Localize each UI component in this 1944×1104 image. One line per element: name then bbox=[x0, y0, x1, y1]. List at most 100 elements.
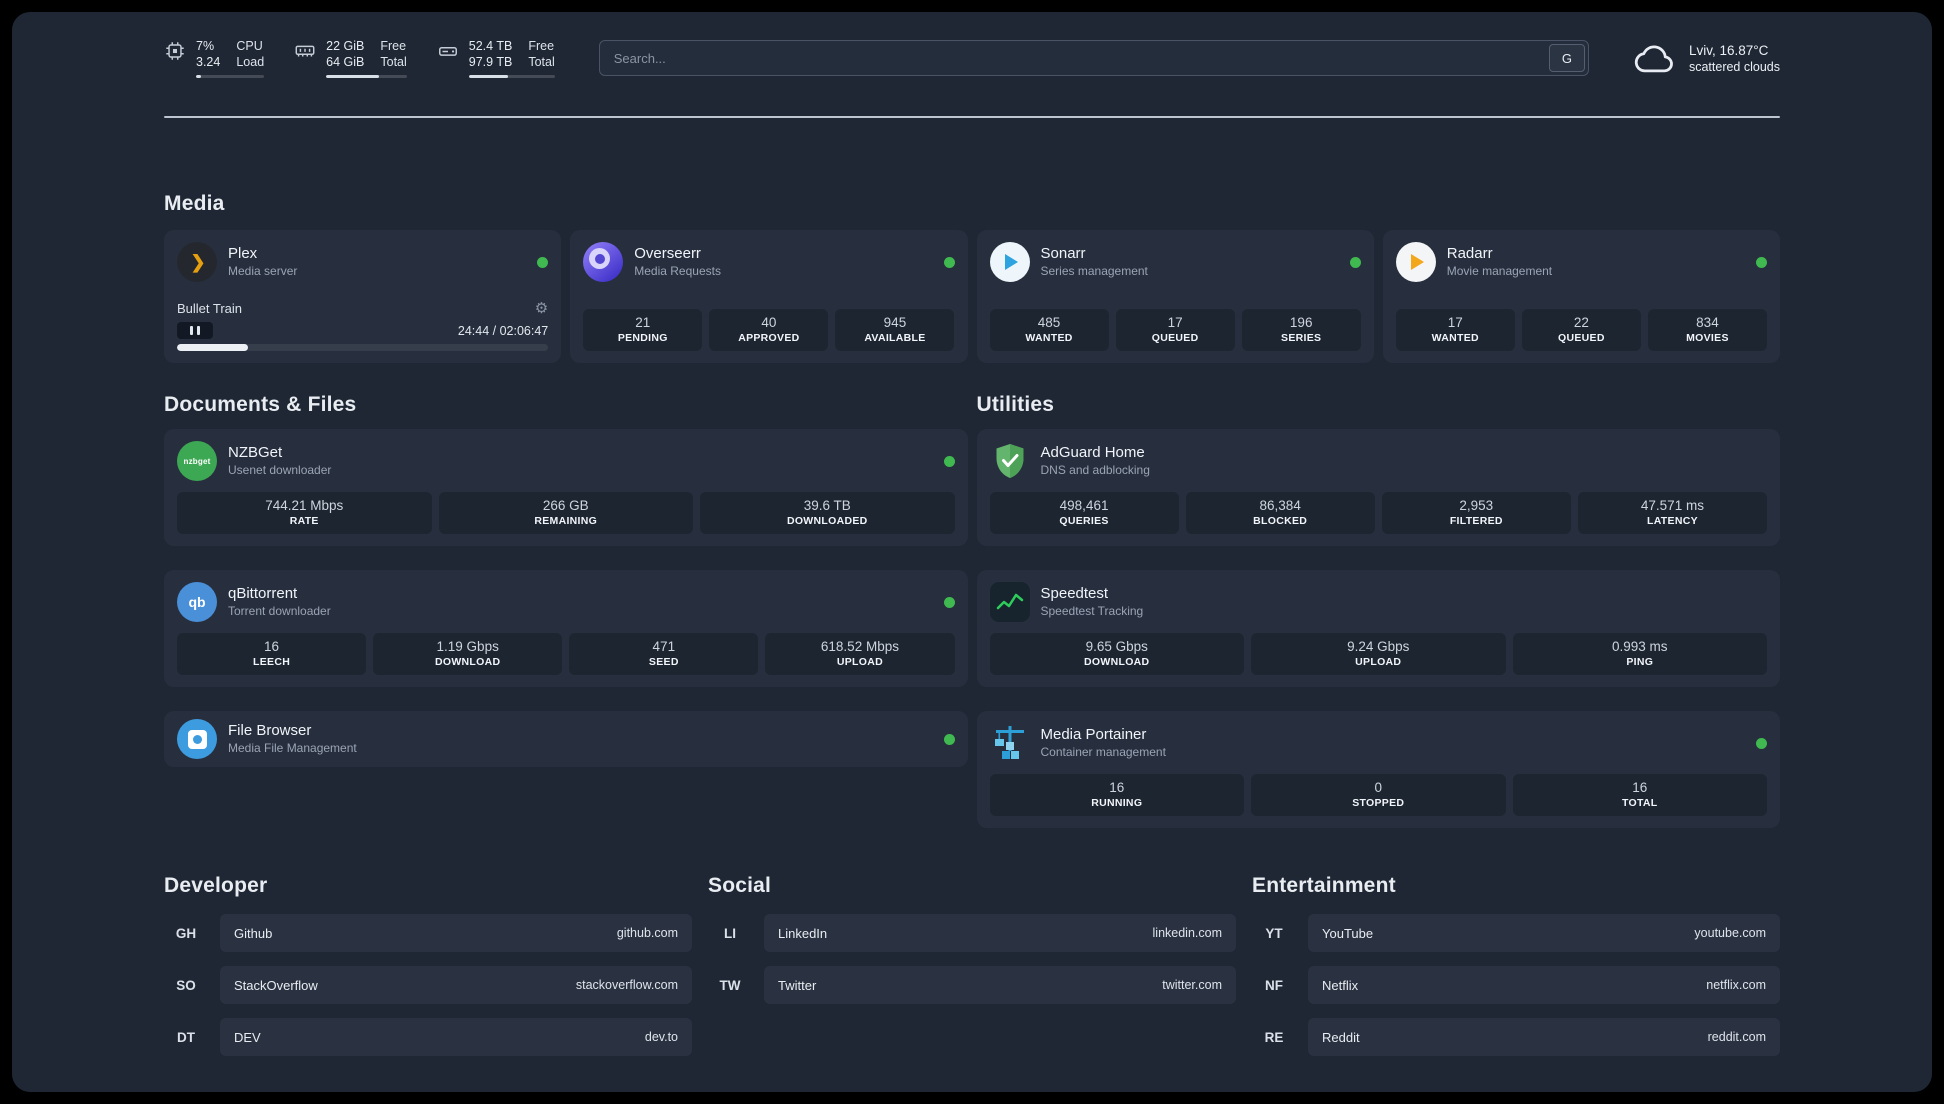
bookmark-row[interactable]: LI LinkedIn linkedin.com bbox=[708, 914, 1236, 952]
filebrowser-card[interactable]: File Browser Media File Management bbox=[164, 711, 968, 767]
stat-value: 834 bbox=[1696, 315, 1719, 330]
cpu-load-value: 3.24 bbox=[196, 55, 221, 69]
portainer-card[interactable]: Media Portainer Container management 16 … bbox=[976, 711, 1780, 828]
bookmark-row[interactable]: SO StackOverflow stackoverflow.com bbox=[164, 966, 692, 1004]
status-dot bbox=[1756, 737, 1767, 749]
stat-label: MOVIES bbox=[1686, 332, 1729, 344]
ram-label-1: Free bbox=[380, 38, 407, 53]
stat-label: QUEUED bbox=[1558, 332, 1605, 344]
stat-tile: 16 LEECH bbox=[177, 633, 367, 675]
stat-value: 618.52 Mbps bbox=[820, 639, 899, 654]
playback-progress-track[interactable] bbox=[177, 344, 549, 351]
stat-value: 22 bbox=[1573, 315, 1589, 330]
middle-columns: Documents & Files nzbget NZBGet Usenet d… bbox=[164, 393, 1780, 828]
stat-label: SERIES bbox=[1281, 332, 1322, 344]
stat-tile: 2,953 FILTERED bbox=[1381, 492, 1571, 534]
bookmark-row[interactable]: DT DEV dev.to bbox=[164, 1018, 692, 1056]
service-subtitle: Torrent downloader bbox=[228, 603, 331, 618]
qbittorrent-card[interactable]: qb qBittorrent Torrent downloader 16 LEE… bbox=[164, 570, 968, 687]
ram-monitor: 22 GiB 64 GiB Free Total bbox=[294, 38, 407, 79]
stat-label: PING bbox=[1626, 656, 1654, 668]
cpu-label-1: CPU bbox=[236, 38, 263, 53]
stat-value: 945 bbox=[883, 315, 907, 330]
stat-tile: 16 TOTAL bbox=[1512, 774, 1767, 816]
stat-label: STOPPED bbox=[1352, 797, 1405, 809]
status-dot bbox=[943, 733, 955, 745]
cloud-icon bbox=[1634, 45, 1673, 73]
adguard-icon bbox=[990, 441, 1030, 481]
stat-tile: 22 QUEUED bbox=[1521, 309, 1641, 351]
stat-value: 498,461 bbox=[1059, 498, 1109, 513]
utilities-column: Utilities AdGuard Home DNS and adblockin… bbox=[976, 393, 1780, 828]
bookmark-name: YouTube bbox=[1322, 925, 1374, 941]
stat-value: 485 bbox=[1037, 315, 1061, 330]
search-input[interactable] bbox=[598, 40, 1589, 76]
playback-progress-fill bbox=[177, 344, 248, 351]
radarr-stats: 17 WANTED 22 QUEUED 834 MOVIES bbox=[1395, 309, 1767, 351]
developer-bookmarks: Developer GH Github github.com SO StackO… bbox=[164, 874, 692, 1070]
nzbget-stats: 744.21 Mbps RATE 266 GB REMAINING 39.6 T… bbox=[177, 492, 955, 534]
speedtest-icon bbox=[989, 582, 1030, 622]
stat-tile: 16 RUNNING bbox=[989, 774, 1244, 816]
search-engine-button[interactable]: G bbox=[1548, 44, 1585, 72]
bookmark-url: twitter.com bbox=[1162, 978, 1222, 992]
service-subtitle: Series management bbox=[1040, 263, 1148, 278]
qbittorrent-icon: qb bbox=[177, 582, 217, 622]
stat-label: APPROVED bbox=[738, 332, 800, 344]
stat-tile: 40 APPROVED bbox=[709, 309, 829, 351]
cpu-monitor-body: 7% 3.24 CPU Load bbox=[196, 38, 265, 79]
stat-value: 86,384 bbox=[1259, 498, 1301, 513]
service-name: Media Portainer bbox=[1040, 725, 1147, 743]
bookmark-abbr: GH bbox=[175, 925, 197, 941]
speedtest-card[interactable]: Speedtest Speedtest Tracking 9.65 Gbps D… bbox=[976, 570, 1780, 687]
stat-tile: 1.19 Gbps DOWNLOAD bbox=[373, 633, 563, 675]
service-subtitle: Container management bbox=[1040, 744, 1166, 759]
disk-label-1: Free bbox=[528, 38, 555, 53]
stat-label: UPLOAD bbox=[1355, 656, 1402, 668]
stat-value: 196 bbox=[1289, 315, 1313, 330]
stat-tile: 17 QUEUED bbox=[1115, 309, 1235, 351]
qbittorrent-icon-text: qb bbox=[188, 594, 206, 610]
stat-label: WANTED bbox=[1431, 332, 1479, 344]
plex-now-playing: Bullet Train ⚙ 24:44 / 02:06:47 bbox=[177, 300, 549, 351]
bookmark-row[interactable]: YT YouTube youtube.com bbox=[1252, 914, 1780, 952]
bookmark-name: Reddit bbox=[1322, 1029, 1360, 1045]
cpu-percent: 7% bbox=[196, 38, 215, 53]
overseerr-stats: 21 PENDING 40 APPROVED 945 AVAILABLE bbox=[583, 309, 955, 351]
filebrowser-text: File Browser Media File Management bbox=[228, 722, 357, 756]
ram-total-value: 64 GiB bbox=[326, 55, 365, 69]
portainer-icon bbox=[990, 723, 1030, 763]
stat-value: 9.24 Gbps bbox=[1347, 639, 1410, 654]
radarr-card[interactable]: Radarr Movie management 17 WANTED 22 QUE… bbox=[1382, 230, 1780, 363]
gear-icon[interactable]: ⚙ bbox=[534, 300, 549, 317]
play-icon bbox=[1005, 254, 1018, 270]
nzbget-card[interactable]: nzbget NZBGet Usenet downloader 744.21 M… bbox=[164, 429, 968, 546]
stat-value: 40 bbox=[761, 315, 777, 330]
stat-value: 47.571 ms bbox=[1640, 498, 1704, 513]
service-name: qBittorrent bbox=[228, 584, 298, 602]
sonarr-card[interactable]: Sonarr Series management 485 WANTED 17 Q… bbox=[976, 230, 1374, 363]
stat-label: DOWNLOADED bbox=[786, 515, 868, 527]
stat-label: QUEUED bbox=[1151, 332, 1199, 344]
bookmark-row[interactable]: RE Reddit reddit.com bbox=[1252, 1018, 1780, 1056]
status-dot bbox=[1349, 256, 1361, 268]
bookmark-row[interactable]: TW Twitter twitter.com bbox=[708, 966, 1236, 1004]
stat-tile: 485 WANTED bbox=[989, 309, 1109, 351]
disk-free-value: 52.4 TB bbox=[468, 38, 513, 53]
stat-label: UPLOAD bbox=[836, 656, 883, 668]
bookmark-row[interactable]: NF Netflix netflix.com bbox=[1252, 966, 1780, 1004]
bookmark-url: stackoverflow.com bbox=[575, 978, 678, 992]
stat-tile: 39.6 TB DOWNLOADED bbox=[700, 492, 955, 534]
service-name: AdGuard Home bbox=[1040, 443, 1145, 461]
filebrowser-icon bbox=[177, 719, 217, 759]
plex-card[interactable]: ❯ Plex Media server Bullet Train ⚙ bbox=[164, 230, 562, 363]
bookmark-name: StackOverflow bbox=[234, 977, 318, 993]
overseerr-card[interactable]: Overseerr Media Requests 21 PENDING 40 A… bbox=[570, 230, 968, 363]
adguard-card[interactable]: AdGuard Home DNS and adblocking 498,461 … bbox=[976, 429, 1780, 546]
stat-tile: 196 SERIES bbox=[1241, 309, 1361, 351]
pause-button[interactable] bbox=[177, 322, 213, 339]
stat-label: DOWNLOAD bbox=[434, 656, 501, 668]
disk-usage-bar bbox=[468, 75, 555, 79]
plex-text: Plex Media server bbox=[228, 245, 297, 279]
bookmark-row[interactable]: GH Github github.com bbox=[164, 914, 692, 952]
